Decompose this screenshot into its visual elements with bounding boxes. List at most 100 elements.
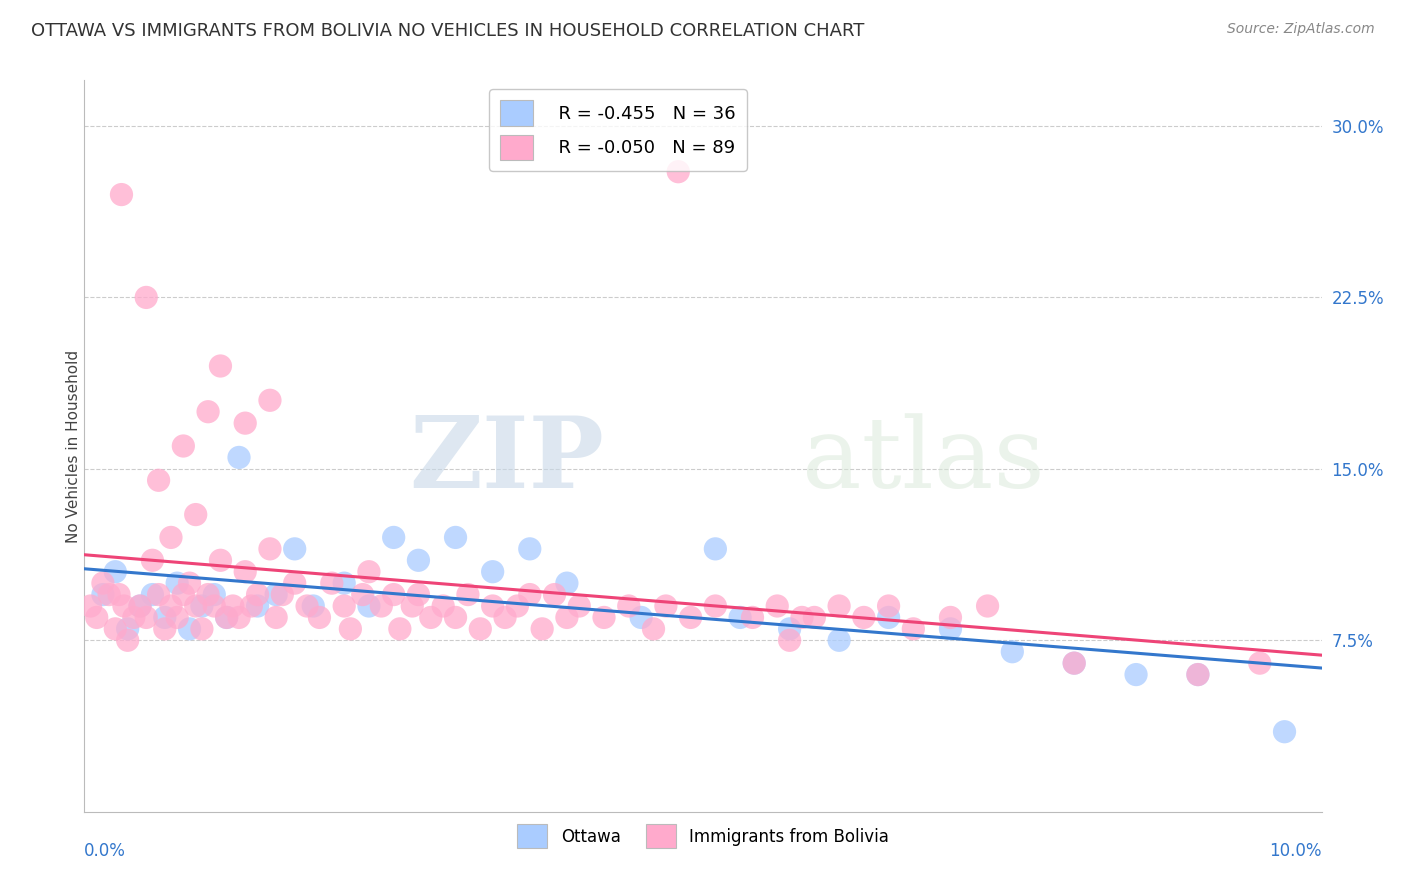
- Point: [494, 610, 516, 624]
- Point: [271, 588, 294, 602]
- Point: [110, 187, 132, 202]
- Point: [153, 622, 176, 636]
- Point: [939, 610, 962, 624]
- Point: [108, 588, 131, 602]
- Point: [352, 588, 374, 602]
- Point: [141, 588, 163, 602]
- Point: [129, 599, 152, 613]
- Point: [172, 439, 194, 453]
- Point: [704, 541, 727, 556]
- Point: [382, 588, 405, 602]
- Point: [172, 588, 194, 602]
- Point: [519, 588, 541, 602]
- Point: [191, 622, 214, 636]
- Point: [370, 599, 392, 613]
- Point: [617, 599, 640, 613]
- Point: [191, 599, 214, 613]
- Point: [240, 599, 263, 613]
- Point: [228, 450, 250, 465]
- Point: [519, 541, 541, 556]
- Point: [357, 599, 380, 613]
- Point: [160, 599, 183, 613]
- Point: [333, 599, 356, 613]
- Point: [432, 599, 454, 613]
- Point: [91, 588, 114, 602]
- Point: [828, 599, 851, 613]
- Point: [166, 576, 188, 591]
- Point: [1001, 645, 1024, 659]
- Point: [222, 599, 245, 613]
- Point: [643, 622, 665, 636]
- Point: [104, 622, 127, 636]
- Point: [197, 588, 219, 602]
- Point: [259, 541, 281, 556]
- Point: [228, 610, 250, 624]
- Point: [215, 610, 238, 624]
- Point: [877, 599, 900, 613]
- Point: [295, 599, 318, 613]
- Point: [179, 622, 201, 636]
- Point: [790, 610, 813, 624]
- Point: [148, 473, 170, 487]
- Point: [129, 599, 152, 613]
- Point: [179, 576, 201, 591]
- Point: [339, 622, 361, 636]
- Point: [444, 530, 467, 544]
- Point: [408, 553, 430, 567]
- Point: [531, 622, 554, 636]
- Point: [117, 622, 139, 636]
- Point: [779, 633, 801, 648]
- Point: [1274, 724, 1296, 739]
- Point: [1125, 667, 1147, 681]
- Point: [444, 610, 467, 624]
- Point: [333, 576, 356, 591]
- Text: ZIP: ZIP: [409, 412, 605, 509]
- Point: [679, 610, 702, 624]
- Text: 0.0%: 0.0%: [84, 842, 127, 860]
- Point: [117, 633, 139, 648]
- Point: [98, 588, 121, 602]
- Text: OTTAWA VS IMMIGRANTS FROM BOLIVIA NO VEHICLES IN HOUSEHOLD CORRELATION CHART: OTTAWA VS IMMIGRANTS FROM BOLIVIA NO VEH…: [31, 22, 865, 40]
- Point: [555, 576, 578, 591]
- Point: [593, 610, 616, 624]
- Point: [939, 622, 962, 636]
- Point: [408, 588, 430, 602]
- Point: [160, 530, 183, 544]
- Point: [166, 610, 188, 624]
- Point: [197, 405, 219, 419]
- Point: [79, 599, 101, 613]
- Point: [388, 622, 411, 636]
- Point: [86, 610, 108, 624]
- Point: [741, 610, 763, 624]
- Point: [259, 393, 281, 408]
- Point: [184, 599, 207, 613]
- Point: [135, 290, 157, 304]
- Point: [246, 599, 269, 613]
- Point: [630, 610, 652, 624]
- Point: [135, 610, 157, 624]
- Point: [264, 610, 287, 624]
- Point: [470, 622, 492, 636]
- Point: [666, 164, 689, 178]
- Point: [779, 622, 801, 636]
- Text: 10.0%: 10.0%: [1270, 842, 1322, 860]
- Point: [655, 599, 678, 613]
- Point: [246, 588, 269, 602]
- Point: [481, 599, 503, 613]
- Point: [215, 610, 238, 624]
- Point: [382, 530, 405, 544]
- Point: [481, 565, 503, 579]
- Point: [401, 599, 423, 613]
- Point: [852, 610, 875, 624]
- Point: [704, 599, 727, 613]
- Point: [122, 610, 145, 624]
- Point: [153, 610, 176, 624]
- Point: [1249, 656, 1271, 670]
- Point: [202, 588, 225, 602]
- Point: [209, 553, 232, 567]
- Point: [357, 565, 380, 579]
- Point: [302, 599, 325, 613]
- Point: [543, 588, 565, 602]
- Point: [284, 576, 307, 591]
- Point: [976, 599, 998, 613]
